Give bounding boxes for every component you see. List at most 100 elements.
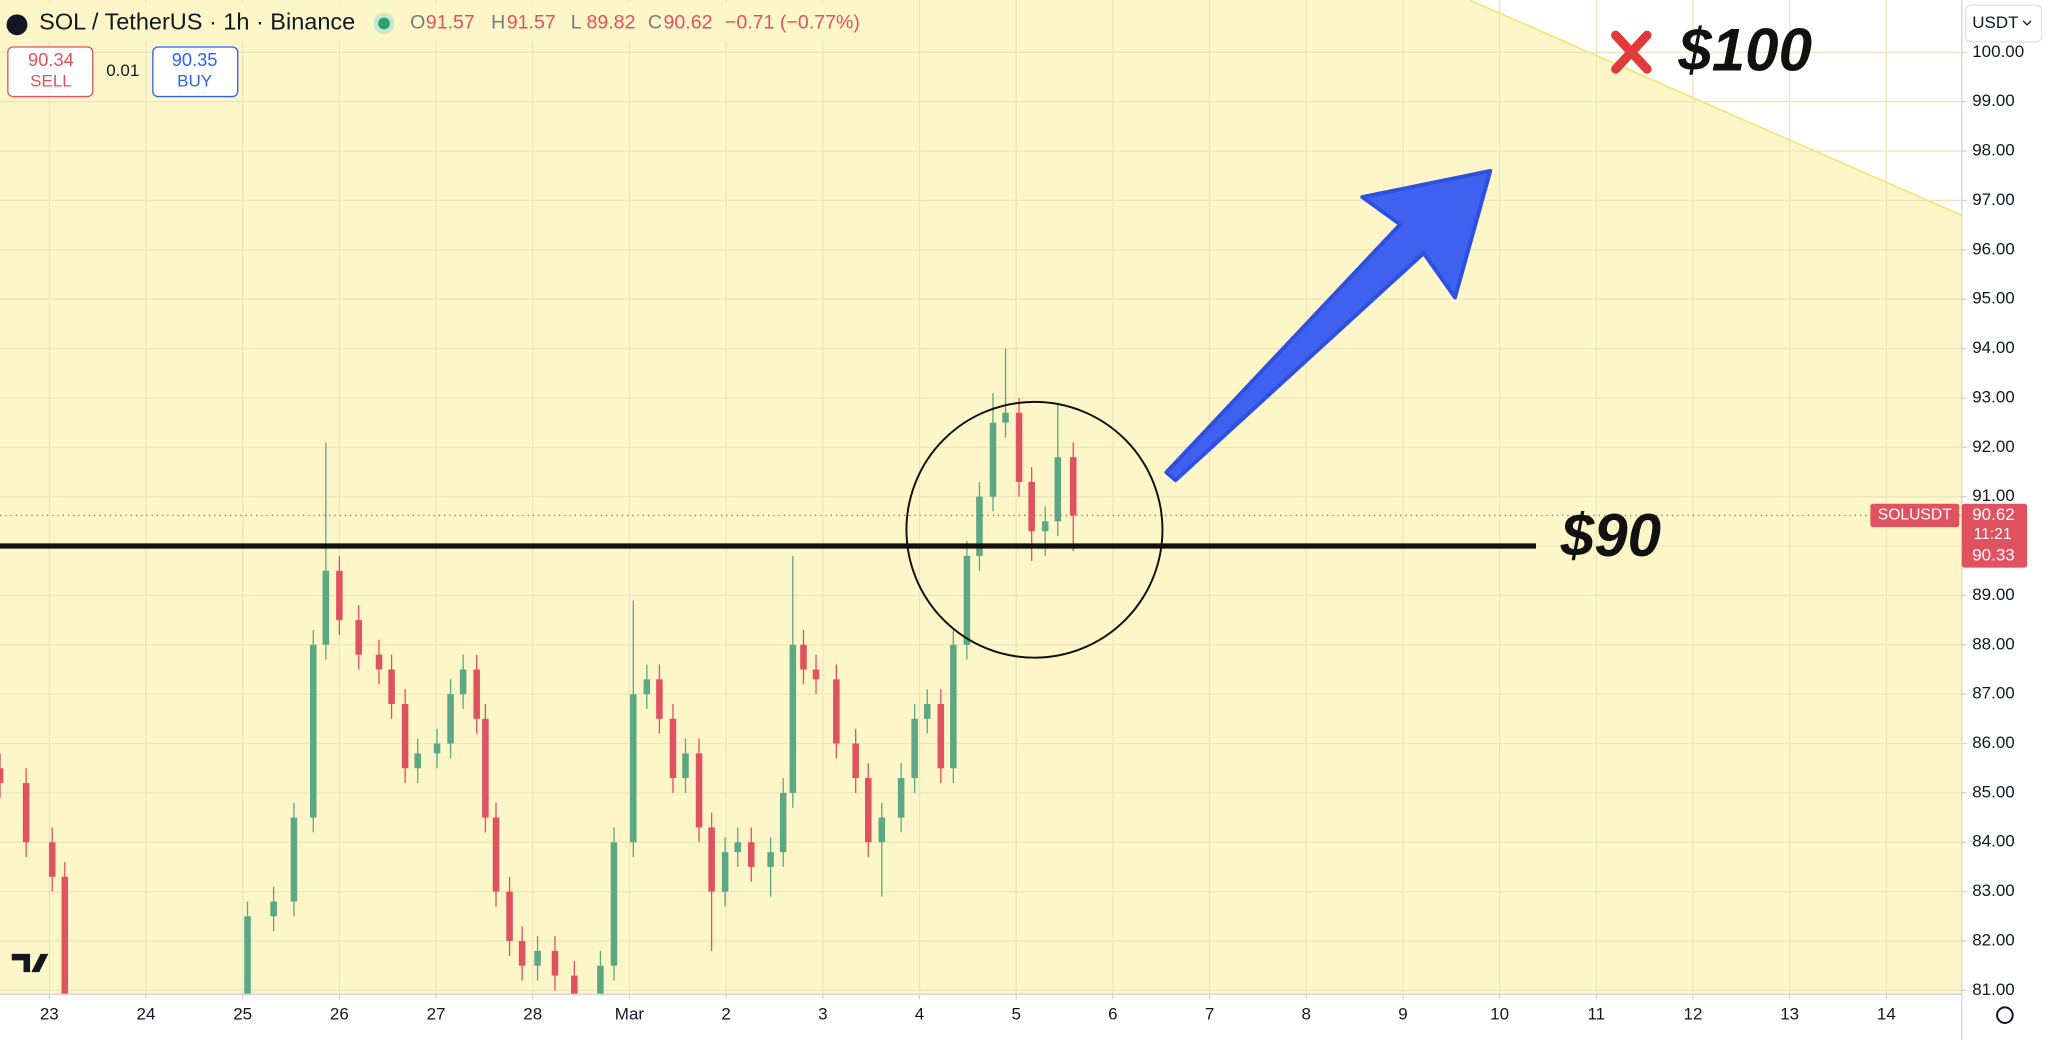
symbol-tag-label: SOLUSDT <box>1878 507 1952 524</box>
ohlc-value: 91.57 <box>426 12 475 34</box>
candle-body <box>812 669 820 680</box>
candle-body <box>433 743 441 754</box>
candle-body <box>336 570 343 621</box>
x-tick-label: Mar <box>615 1005 645 1024</box>
candle-body <box>897 778 905 818</box>
x-tick-label: 12 <box>1684 1005 1703 1024</box>
candle-body <box>48 842 56 877</box>
ohlc-key: C <box>648 12 662 34</box>
candle-body <box>473 669 480 719</box>
candle-body <box>492 817 500 892</box>
price-tag <box>1961 503 2028 568</box>
axes: 81.00 82.00 83.00 84.00 85.00 86.00 87.00 88.00… <box>40 42 2028 1024</box>
candle-body <box>800 644 807 670</box>
currency-button[interactable]: USDT <box>1965 4 2043 43</box>
y-tick-label: 85.00 <box>1972 782 2014 801</box>
candle-body <box>937 704 945 769</box>
sell-button[interactable] <box>7 46 94 98</box>
candle-body <box>779 792 787 853</box>
y-tick-label: 83.00 <box>1972 881 2014 900</box>
candle-body <box>388 669 395 705</box>
y-tick-label: 86.00 <box>1972 733 2014 752</box>
annotation-100: $100 <box>1677 17 1812 84</box>
buy-price: 90.35 <box>172 49 218 70</box>
candle-body <box>0 768 4 784</box>
candle-body <box>695 753 703 828</box>
x-tick-label: 7 <box>1205 1005 1214 1024</box>
candle-body <box>747 842 755 867</box>
candles <box>0 348 1962 995</box>
candle-body <box>643 679 651 695</box>
x-tick-label: 13 <box>1780 1005 1799 1024</box>
candle-body <box>852 743 859 779</box>
candle-body <box>878 817 886 843</box>
candle-body <box>61 876 69 995</box>
candle-body <box>518 941 526 966</box>
buy-button[interactable] <box>152 46 239 98</box>
x-tick-label: 23 <box>40 1005 59 1024</box>
chevron <box>2022 20 2032 26</box>
currency-button-bg[interactable] <box>1965 4 2043 43</box>
candle-body <box>1015 412 1023 482</box>
candle-body <box>290 817 298 902</box>
candle-body <box>571 975 578 995</box>
symbol-title: SOL / TetherUS · 1h · Binance <box>39 9 355 35</box>
candle-body <box>708 827 715 892</box>
candle-body <box>244 916 251 995</box>
x-tick-label: 9 <box>1398 1005 1407 1024</box>
change: −0.71 (−0.77%) <box>725 12 860 34</box>
y-tick-label: 82.00 <box>1972 930 2014 949</box>
candle-body <box>833 679 840 744</box>
y-tick-label: 81.00 <box>1972 980 2014 999</box>
sell-price: 90.34 <box>28 49 74 70</box>
price-tag-price: 90.62 <box>1972 505 2014 524</box>
candle-body <box>355 620 362 655</box>
candle-body <box>963 555 971 645</box>
price-tag-bid: 90.33 <box>1972 545 2014 564</box>
ohlc-key: O <box>410 12 425 34</box>
ohlc-key: L <box>571 12 582 34</box>
candle-body <box>1054 457 1062 522</box>
y-tick-label: 100.00 <box>1972 42 2024 61</box>
candle-body <box>551 950 559 976</box>
x-tick-label: 2 <box>721 1005 730 1024</box>
ohlc-value: 90.62 <box>664 12 713 34</box>
candle-body <box>270 901 277 917</box>
candle-body <box>459 669 467 695</box>
cross-icon <box>1611 30 1652 74</box>
trade-buttons: 90.34 SELL 0.01 90.35 BUY <box>7 46 239 98</box>
ohlc-value: 89.82 <box>586 12 635 34</box>
settings-icon[interactable] <box>1996 1006 2014 1025</box>
candle-body <box>597 965 604 995</box>
x-tick-label: 14 <box>1877 1005 1896 1024</box>
candle-body <box>1041 521 1049 532</box>
x-tick-label: 28 <box>523 1005 542 1024</box>
x-tick-label: 4 <box>915 1005 924 1024</box>
candle-body <box>401 704 409 769</box>
candle-body <box>864 778 872 843</box>
y-tick-label: 88.00 <box>1972 634 2014 653</box>
candle-body <box>656 679 663 719</box>
candle-body <box>989 422 997 497</box>
y-tick-label: 89.00 <box>1972 585 2014 604</box>
candle-body <box>1069 457 1077 516</box>
candle-body <box>534 950 541 966</box>
x-tick-label: 27 <box>427 1005 446 1024</box>
ohlc-value: 91.57 <box>507 12 556 34</box>
spread: 0.01 <box>106 61 139 80</box>
overlay: $100 $90 <box>905 17 1812 659</box>
candle-body <box>506 891 513 942</box>
candle-body <box>310 644 317 818</box>
y-tick-label: 99.00 <box>1972 91 2014 110</box>
y-tick-label: 98.00 <box>1972 141 2014 160</box>
buy-label: BUY <box>177 72 212 91</box>
header-bg <box>0 2 883 42</box>
time-axis <box>0 994 1962 1040</box>
candle-body <box>911 718 918 779</box>
candle-body <box>22 783 30 843</box>
y-tick-label: 91.00 <box>1972 486 2014 505</box>
sell-label: SELL <box>30 72 72 91</box>
highlight-circle <box>905 400 1164 659</box>
x-tick-label: 6 <box>1108 1005 1117 1024</box>
y-tick-label: 95.00 <box>1972 289 2014 308</box>
